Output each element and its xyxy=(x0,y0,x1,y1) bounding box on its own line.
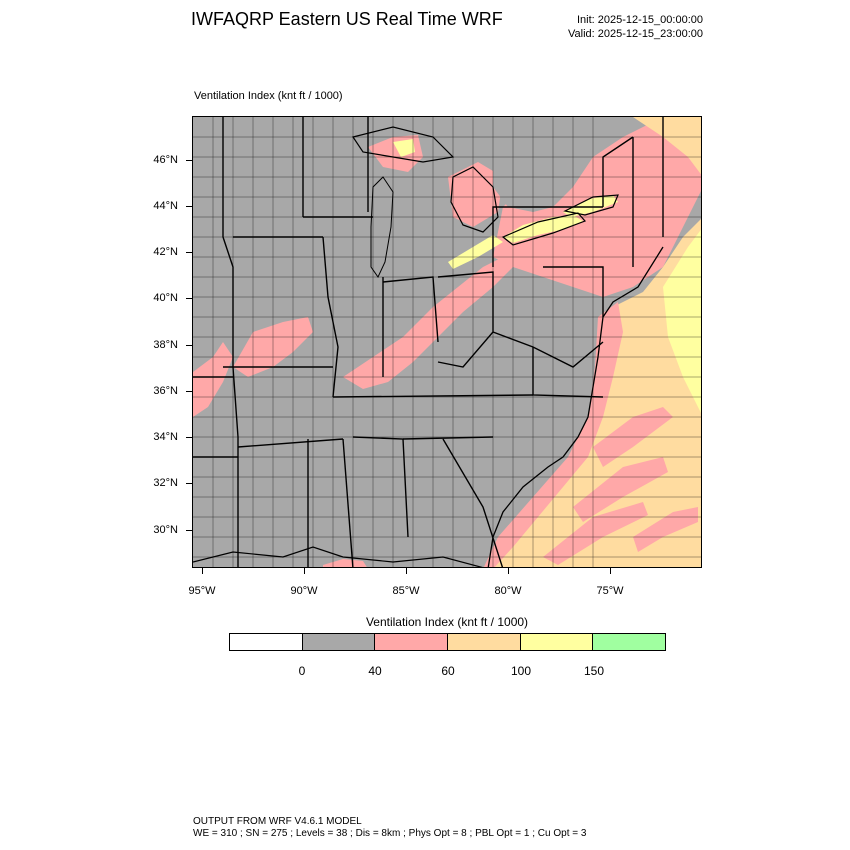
colorbar-cell xyxy=(448,634,521,650)
plot-label: Ventilation Index (knt ft / 1000) xyxy=(194,90,343,102)
canada-region xyxy=(493,117,633,212)
lon-label-75w: 75°W xyxy=(596,585,624,597)
lon-tick xyxy=(508,568,509,574)
valid-time: Valid: 2025-12-15_23:00:00 xyxy=(568,28,703,40)
lon-label-85w: 85°W xyxy=(392,585,420,597)
lat-tick xyxy=(186,530,192,531)
lat-label-38n: 38°N xyxy=(153,339,178,351)
lat-tick xyxy=(186,483,192,484)
great-lakes-yellow-ontario xyxy=(563,195,618,217)
colorbar-tick-60: 60 xyxy=(441,664,455,678)
gulf-pink-speck xyxy=(323,559,367,567)
footer-line-2: WE = 310 ; SN = 275 ; Levels = 38 ; Dis … xyxy=(193,828,587,839)
run-info: Init: 2025-12-15_00:00:00 Valid: 2025-12… xyxy=(568,13,703,41)
lat-label-42n: 42°N xyxy=(153,246,178,258)
lat-tick xyxy=(186,160,192,161)
lon-label-90w: 90°W xyxy=(290,585,318,597)
colorbar-cell xyxy=(520,634,594,650)
lon-label-95w: 95°W xyxy=(188,585,216,597)
great-lakes-yellow-huron xyxy=(448,235,503,269)
great-lakes-yellow-erie xyxy=(503,215,583,243)
lake-michigan-outline xyxy=(370,176,394,278)
lat-label-46n: 46°N xyxy=(153,154,178,166)
init-time: Init: 2025-12-15_00:00:00 xyxy=(577,14,703,26)
east-coastline xyxy=(487,246,664,567)
lat-label-34n: 34°N xyxy=(153,431,178,443)
county-grid xyxy=(193,117,701,567)
lat-tick xyxy=(186,298,192,299)
colorbar-cell xyxy=(593,634,666,650)
colorbar-tick-0: 0 xyxy=(298,664,306,678)
upper-michigan-yellow xyxy=(393,139,415,157)
colorbar-cell xyxy=(302,634,376,650)
lon-label-80w: 80°W xyxy=(494,585,522,597)
atlantic-pink-streak-4 xyxy=(633,507,698,552)
footer-line-1: OUTPUT FROM WRF V4.6.1 MODEL xyxy=(193,816,362,827)
lat-tick xyxy=(186,391,192,392)
atlantic-pink-streak-2 xyxy=(573,457,668,522)
atlantic-pink-streak-3 xyxy=(543,502,648,565)
colorbar-tick-150: 150 xyxy=(583,664,605,678)
model-footer: OUTPUT FROM WRF V4.6.1 MODEL WE = 310 ; … xyxy=(193,816,586,840)
lon-tick xyxy=(202,568,203,574)
lat-label-36n: 36°N xyxy=(153,385,178,397)
colorbar-tick-40: 40 xyxy=(368,664,382,678)
colorbar-cell xyxy=(230,634,303,650)
lat-tick xyxy=(186,437,192,438)
lat-label-44n: 44°N xyxy=(153,200,178,212)
lat-tick xyxy=(186,252,192,253)
colorbar-title: Ventilation Index (knt ft / 1000) xyxy=(365,615,529,629)
lake-outlines xyxy=(352,126,619,246)
atlantic-yellow-region xyxy=(663,229,701,413)
lat-label-32n: 32°N xyxy=(153,477,178,489)
page-title: IWFAQRP Eastern US Real Time WRF xyxy=(191,9,503,29)
lon-tick xyxy=(610,568,611,574)
lat-tick xyxy=(186,345,192,346)
atlantic-pink-coastal xyxy=(483,302,623,567)
map-panel xyxy=(192,116,702,568)
map-svg xyxy=(193,117,701,567)
colorbar-cell xyxy=(375,634,449,650)
michigan-pink-east xyxy=(448,162,503,227)
lon-tick xyxy=(304,568,305,574)
colorbar-tick-100: 100 xyxy=(510,664,532,678)
lat-tick xyxy=(186,206,192,207)
lat-label-40n: 40°N xyxy=(153,292,178,304)
lat-label-30n: 30°N xyxy=(153,524,178,536)
northeast-orange-region xyxy=(633,117,701,175)
lon-tick xyxy=(406,568,407,574)
ohio-valley-pink-band xyxy=(343,257,513,389)
gulf-coastline xyxy=(193,546,483,567)
colorbar xyxy=(229,633,666,651)
